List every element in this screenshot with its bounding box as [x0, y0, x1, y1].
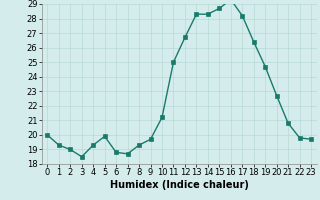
X-axis label: Humidex (Indice chaleur): Humidex (Indice chaleur) [110, 180, 249, 190]
